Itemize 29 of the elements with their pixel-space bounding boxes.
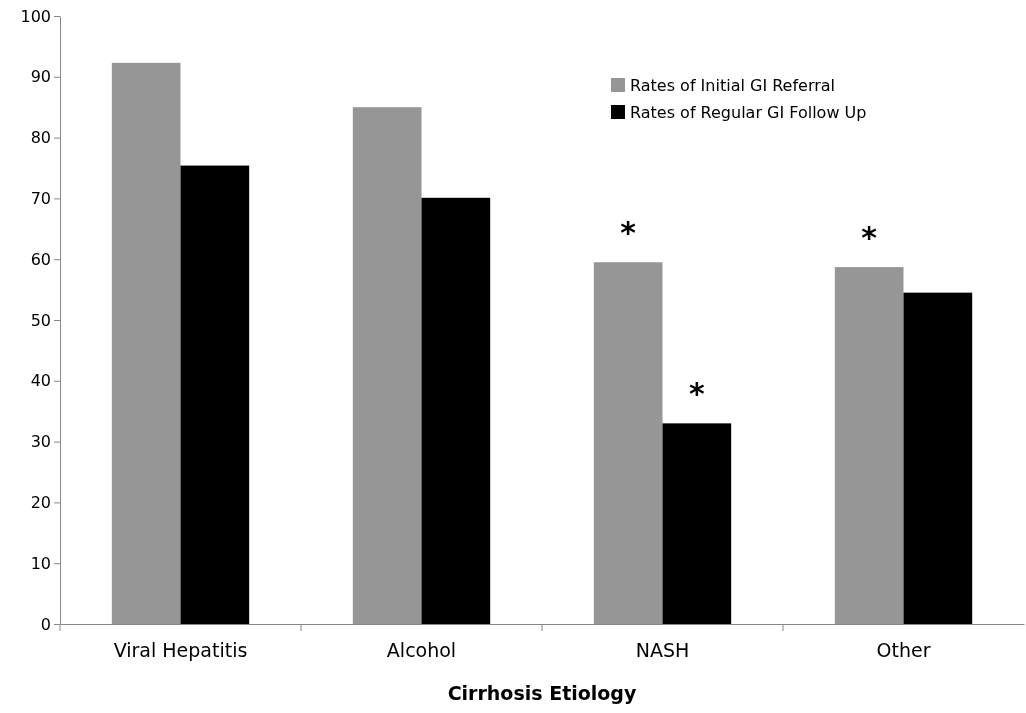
bar <box>421 197 491 624</box>
annotation: * <box>861 220 878 256</box>
x-axis-title: Cirrhosis Etiology <box>447 682 637 704</box>
bar <box>180 165 250 624</box>
y-tick-label: 80 <box>30 128 51 148</box>
x-tick-label: Other <box>876 639 931 662</box>
y-tick-label: 60 <box>30 249 51 269</box>
legend-label: Rates of Regular GI Follow Up <box>630 103 867 122</box>
annotation: * <box>620 215 637 251</box>
y-tick-label: 50 <box>30 310 51 330</box>
y-tick-label: 10 <box>30 553 51 573</box>
annotation: * <box>688 376 705 412</box>
bar <box>903 292 973 624</box>
y-tick-label: 40 <box>30 371 51 391</box>
y-tick-label: 30 <box>30 432 51 452</box>
legend-label: Rates of Initial GI Referral <box>630 76 836 95</box>
bar <box>111 62 181 624</box>
x-tick-label: Viral Hepatitis <box>113 639 248 662</box>
y-tick-label: 100 <box>20 6 51 26</box>
y-tick-label: 70 <box>30 189 51 209</box>
bar <box>352 107 422 624</box>
x-tick-label: Alcohol <box>386 639 457 662</box>
x-tick-label: NASH <box>635 639 690 662</box>
y-tick-label: 90 <box>30 67 51 87</box>
bar <box>834 267 904 624</box>
bar <box>593 262 663 624</box>
y-tick-label: 0 <box>40 614 51 634</box>
bar <box>662 423 732 624</box>
y-tick-label: 20 <box>30 493 51 513</box>
